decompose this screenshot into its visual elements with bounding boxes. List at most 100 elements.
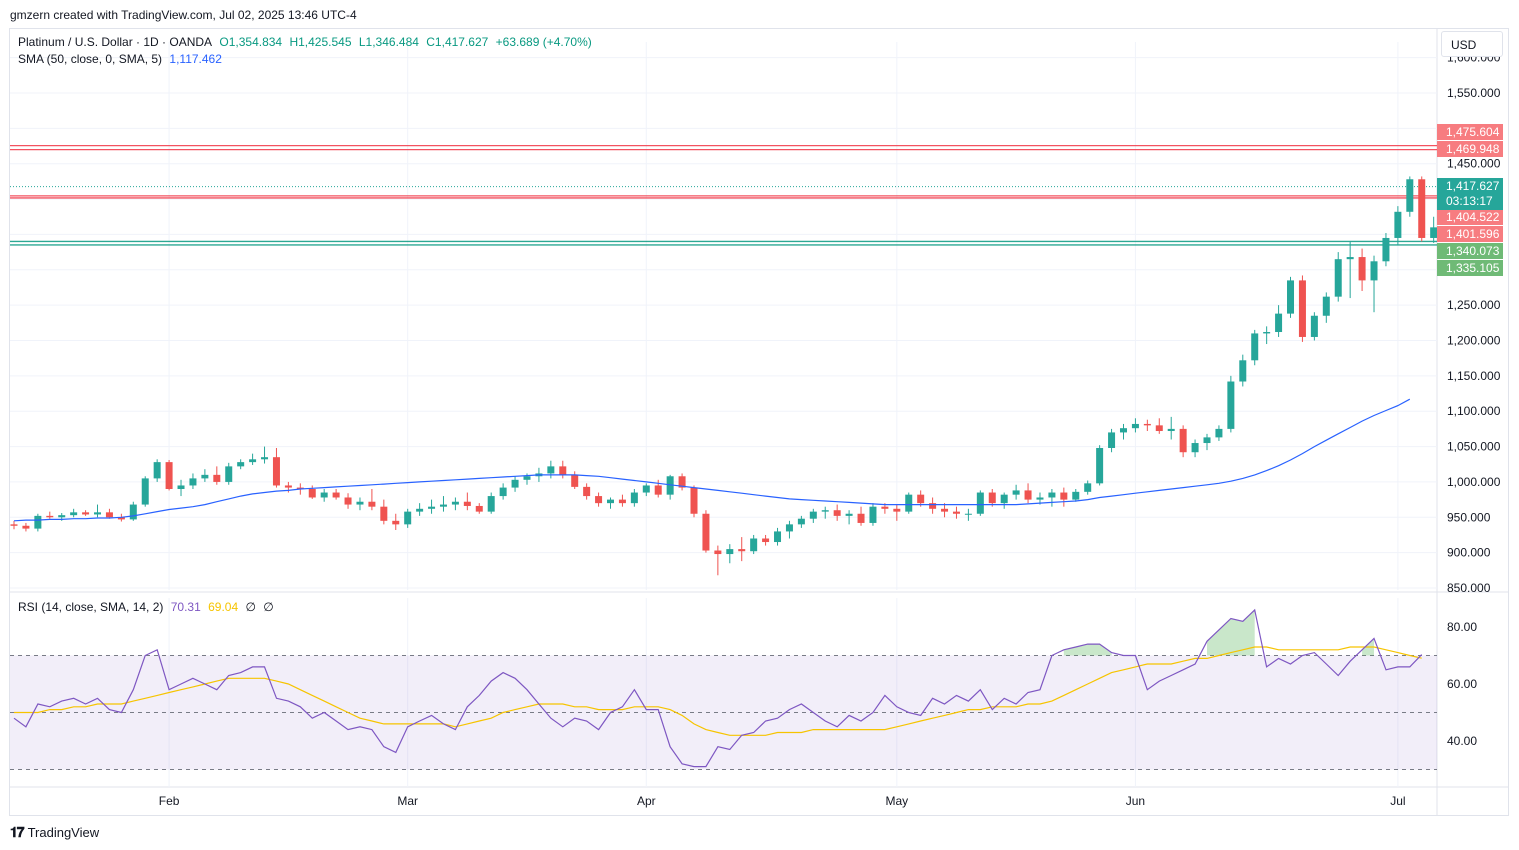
- chart-frame[interactable]: [9, 28, 1509, 816]
- candle: [1012, 484, 1020, 500]
- candle: [416, 503, 424, 516]
- candle-body: [1298, 280, 1306, 337]
- candle-body: [1430, 227, 1437, 238]
- candle: [845, 510, 853, 525]
- time-tick-label: May: [885, 794, 908, 808]
- candle-body: [571, 474, 579, 487]
- candle-body: [368, 501, 376, 507]
- candle: [976, 490, 984, 516]
- candle: [451, 497, 459, 511]
- candle: [10, 520, 18, 530]
- candle: [272, 447, 280, 488]
- legend-symbol-title[interactable]: Platinum / U.S. Dollar · 1D · OANDA: [18, 35, 213, 49]
- candle-body: [1358, 257, 1366, 281]
- candle-body: [1406, 179, 1414, 212]
- candle: [666, 474, 674, 500]
- rsi-lines: [13, 608, 1423, 768]
- candle: [1430, 216, 1437, 243]
- level-axis-label: 1,469.948: [1446, 142, 1500, 156]
- candle-body: [416, 508, 424, 512]
- candle: [201, 469, 209, 482]
- candle: [774, 527, 782, 546]
- candle: [439, 496, 447, 512]
- candle: [726, 544, 734, 564]
- candle-body: [702, 513, 710, 551]
- candle-body: [332, 492, 340, 498]
- candle-body: [1048, 492, 1056, 498]
- candle: [332, 489, 340, 500]
- candle: [952, 506, 960, 519]
- candle: [404, 508, 412, 528]
- level-axis-label-bg: [1437, 226, 1503, 242]
- price-tick-label: 1,550.000: [1447, 86, 1501, 100]
- candle: [177, 479, 185, 497]
- candle-body: [738, 549, 746, 552]
- candle-body: [1215, 428, 1223, 438]
- candle: [1215, 425, 1223, 441]
- time-tick-label: Jun: [1126, 794, 1145, 808]
- candle: [929, 497, 937, 514]
- candle-body: [1227, 381, 1235, 429]
- candle: [690, 485, 698, 518]
- legend-sma-label[interactable]: SMA (50, close, 0, SMA, 5): [18, 52, 163, 66]
- level-lines: [10, 144, 1437, 246]
- candle: [1382, 233, 1390, 267]
- candle-body: [1418, 179, 1426, 238]
- candle-body: [94, 512, 102, 515]
- level-axis-label: 1,340.073: [1446, 244, 1500, 258]
- candle-body: [46, 515, 54, 518]
- candle-body: [261, 457, 269, 460]
- candle: [1143, 419, 1151, 432]
- candle: [1298, 275, 1306, 342]
- price-tick-label: 1,100.000: [1447, 404, 1501, 418]
- candle-body: [774, 531, 782, 543]
- currency-button[interactable]: USD: [1441, 31, 1503, 57]
- candle-body: [284, 485, 292, 488]
- level-axis-label-bg: [1437, 124, 1503, 140]
- candle-body: [654, 485, 662, 495]
- candle-body: [917, 494, 925, 504]
- candle-body: [762, 538, 770, 543]
- candle-body: [1000, 494, 1008, 504]
- candle: [1334, 252, 1342, 302]
- legend-rsi-label[interactable]: RSI (14, close, SMA, 14, 2): [18, 600, 164, 614]
- candle: [1108, 428, 1116, 453]
- candle-body: [964, 513, 972, 515]
- candle: [750, 534, 758, 555]
- price-tick-label: 900.000: [1447, 546, 1491, 560]
- candle: [678, 473, 686, 491]
- candle: [428, 499, 436, 514]
- candle-body: [177, 485, 185, 489]
- candle: [857, 506, 865, 526]
- candle-body: [833, 510, 841, 516]
- candle: [642, 483, 650, 497]
- candle: [583, 483, 591, 500]
- rsi-overbought-fill: [1063, 644, 1112, 656]
- candle: [595, 492, 603, 507]
- candle: [821, 506, 829, 519]
- candle-body: [618, 499, 626, 504]
- candle-body: [678, 476, 686, 488]
- footer-brand[interactable]: 𝟏𝟕 TradingView: [10, 824, 99, 841]
- candle-body: [451, 501, 459, 505]
- time-tick-label: Feb: [159, 794, 180, 808]
- candle: [237, 459, 245, 470]
- candle-body: [881, 506, 889, 509]
- candle-body: [797, 518, 805, 525]
- credit-text: gmzern created with TradingView.com, Jul…: [10, 8, 357, 22]
- footer-brand-text: TradingView: [27, 825, 100, 840]
- sma-line: [13, 398, 1411, 522]
- legend-high: H1,425.545: [289, 35, 352, 49]
- candle: [261, 446, 269, 464]
- candle: [487, 492, 495, 514]
- candle-body: [929, 503, 937, 509]
- candle: [356, 497, 364, 511]
- candle-body: [1167, 428, 1175, 432]
- candle-body: [141, 478, 149, 505]
- candle-body: [952, 511, 960, 514]
- candle-body: [475, 505, 483, 512]
- time-tick-label: Mar: [397, 794, 418, 808]
- legend-rsi-ma-value: 69.04: [208, 600, 239, 614]
- candle: [392, 513, 400, 531]
